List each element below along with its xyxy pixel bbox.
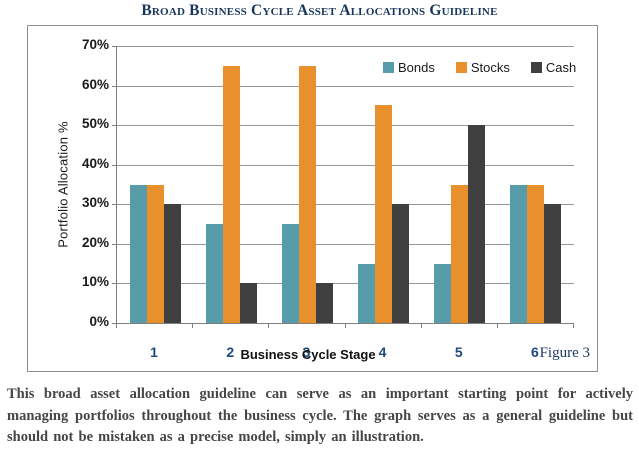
- x-tick-3: [344, 324, 346, 328]
- y-tick-10%: [112, 283, 117, 285]
- legend-swatch-cash: [530, 62, 542, 73]
- gridline-50: [117, 125, 574, 127]
- y-tick-label-0%: 0%: [89, 314, 109, 329]
- x-axis-title: Business Cycle Stage: [240, 347, 376, 362]
- y-tick-label-50%: 50%: [81, 116, 109, 132]
- gridline-20: [117, 243, 574, 245]
- y-tick-50%: [112, 125, 117, 127]
- gridline-60: [117, 85, 574, 87]
- y-tick-label-70%: 70%: [81, 37, 109, 52]
- bar-stocks-stage-1: [146, 184, 164, 323]
- y-tick-label-20%: 20%: [81, 234, 109, 250]
- x-tick-2: [268, 324, 270, 328]
- y-tick-label-40%: 40%: [81, 155, 109, 171]
- bar-stocks-stage-4: [375, 105, 393, 323]
- x-tick-6: [573, 324, 574, 328]
- y-tick-0%: [112, 323, 117, 324]
- figure-caption-label: Figure 3: [539, 345, 590, 361]
- bar-cash-stage-2: [239, 283, 257, 323]
- gridline-30: [117, 204, 574, 206]
- bar-stocks-stage-3: [298, 65, 316, 323]
- y-tick-20%: [112, 243, 117, 245]
- bar-stocks-stage-6: [527, 184, 545, 323]
- y-tick-40%: [112, 164, 117, 166]
- page-title: Broad Business Cycle Asset Allocations G…: [141, 2, 498, 19]
- legend-item-bonds: Bonds: [383, 60, 435, 75]
- bar-bonds-stage-5: [434, 263, 452, 323]
- y-tick-label-10%: 10%: [81, 274, 109, 290]
- plot-area: [116, 46, 574, 324]
- x-tick-1: [192, 324, 194, 328]
- x-tick-4: [420, 324, 422, 328]
- gridline-10: [117, 283, 574, 285]
- bar-stocks-stage-2: [222, 65, 240, 323]
- x-tick-5: [496, 324, 498, 328]
- bar-cash-stage-3: [315, 283, 333, 323]
- x-tick-label-stage-4: 4: [378, 344, 387, 360]
- bar-cash-stage-1: [163, 204, 181, 323]
- legend-swatch-stocks: [455, 62, 467, 73]
- y-tick-60%: [112, 85, 117, 87]
- y-tick-label-60%: 60%: [81, 76, 109, 92]
- x-tick-label-stage-1: 1: [150, 344, 158, 360]
- x-tick-label-stage-2: 2: [226, 344, 235, 360]
- y-tick-70%: [112, 46, 117, 47]
- gridline-40: [117, 164, 574, 166]
- bar-cash-stage-5: [468, 125, 486, 323]
- bar-cash-stage-6: [544, 204, 562, 323]
- bar-bonds-stage-4: [358, 263, 376, 323]
- x-tick-label-stage-6: 6: [531, 344, 539, 360]
- legend-label-bonds: Bonds: [398, 60, 435, 75]
- chart-legend: Bonds Stocks Cash: [383, 60, 576, 75]
- legend-item-cash: Cash: [530, 60, 577, 75]
- legend-item-stocks: Stocks: [455, 60, 510, 75]
- x-tick-0: [116, 324, 117, 328]
- bar-bonds-stage-6: [510, 184, 528, 323]
- chart-container: Portfolio Allocation % 0% 10% 20% 30% 40% 50%…: [27, 25, 598, 372]
- caption-paragraph: This broad asset allocation guideline ca…: [7, 386, 633, 445]
- legend-label-stocks: Stocks: [470, 60, 510, 75]
- y-tick-30%: [112, 204, 117, 206]
- x-tick-label-stage-5: 5: [454, 344, 463, 360]
- legend-swatch-bonds: [383, 62, 394, 73]
- bar-bonds-stage-1: [129, 184, 147, 323]
- bar-stocks-stage-5: [451, 184, 469, 323]
- bar-cash-stage-4: [392, 204, 410, 323]
- bar-bonds-stage-3: [281, 224, 299, 323]
- x-tick-label-stage-3: 3: [302, 344, 311, 360]
- gridline-70: [117, 46, 574, 47]
- y-tick-label-30%: 30%: [81, 195, 109, 211]
- legend-label-cash: Cash: [545, 60, 577, 75]
- bar-bonds-stage-2: [205, 224, 223, 323]
